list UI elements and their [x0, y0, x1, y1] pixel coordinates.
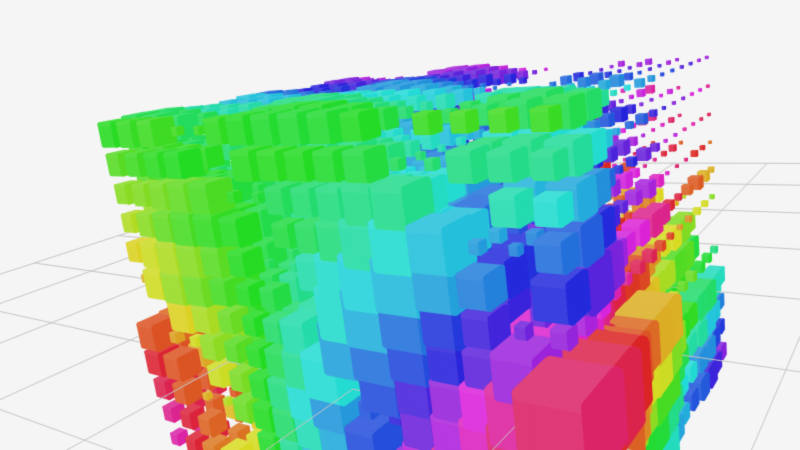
- scene-viewport: [0, 0, 800, 450]
- scene-canvas[interactable]: [0, 0, 800, 450]
